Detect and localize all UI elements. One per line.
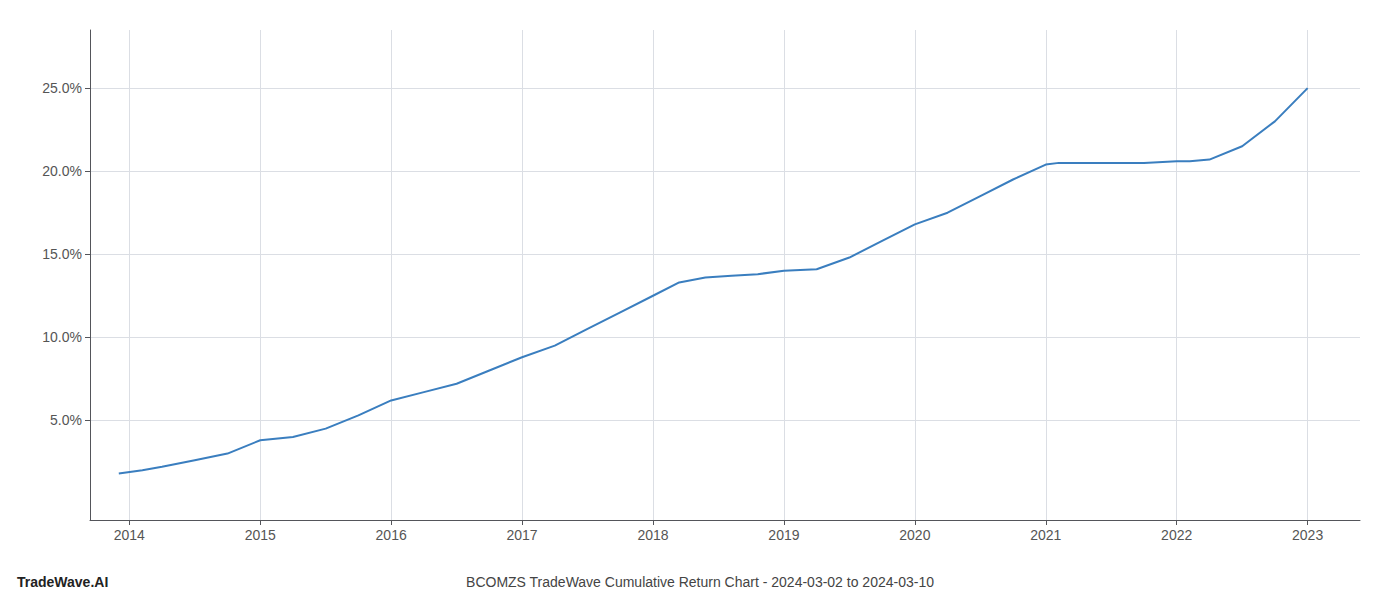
svg-text:2014: 2014	[114, 527, 145, 543]
svg-text:2022: 2022	[1161, 527, 1192, 543]
svg-text:10.0%: 10.0%	[42, 329, 82, 345]
svg-text:20.0%: 20.0%	[42, 163, 82, 179]
svg-text:2020: 2020	[899, 527, 930, 543]
svg-text:2023: 2023	[1292, 527, 1323, 543]
svg-text:TradeWave.AI: TradeWave.AI	[17, 574, 108, 590]
svg-text:2017: 2017	[506, 527, 537, 543]
svg-text:BCOMZS TradeWave Cumulative Re: BCOMZS TradeWave Cumulative Return Chart…	[466, 574, 934, 590]
svg-text:15.0%: 15.0%	[42, 246, 82, 262]
svg-text:5.0%: 5.0%	[50, 412, 82, 428]
svg-text:25.0%: 25.0%	[42, 80, 82, 96]
svg-text:2018: 2018	[637, 527, 668, 543]
svg-text:2015: 2015	[245, 527, 276, 543]
svg-text:2019: 2019	[768, 527, 799, 543]
svg-text:2016: 2016	[376, 527, 407, 543]
svg-text:2021: 2021	[1030, 527, 1061, 543]
